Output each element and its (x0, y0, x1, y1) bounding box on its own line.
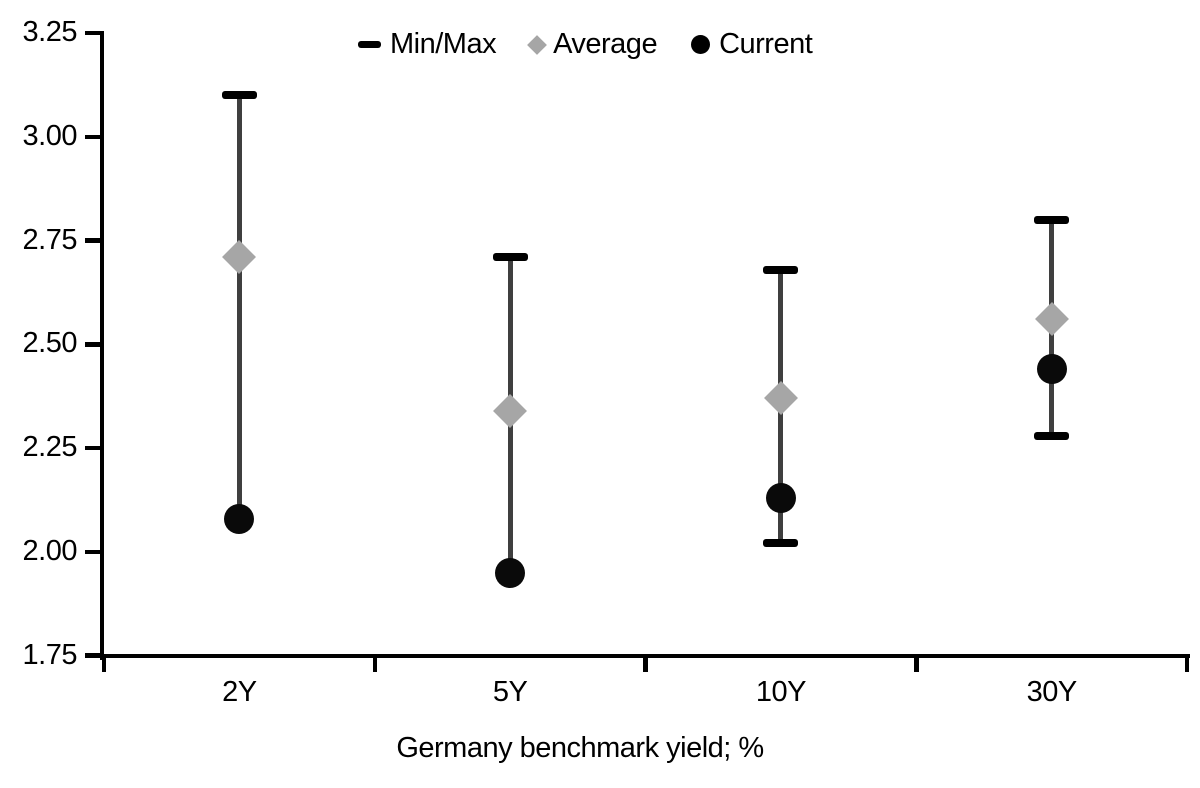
current-marker-30Y (1036, 354, 1067, 385)
x-category-label-2Y: 2Y (222, 676, 257, 708)
legend-label-average: Average (553, 28, 658, 60)
x-tick (1184, 657, 1190, 672)
average-marker-10Y (763, 381, 798, 416)
y-tick (85, 238, 100, 243)
x-tick (914, 657, 919, 672)
whisker-2Y (236, 95, 242, 519)
y-tick (85, 30, 100, 36)
min-cap-30Y (1034, 431, 1070, 440)
x-category-label-10Y: 10Y (755, 676, 807, 708)
y-tick-label: 2.50 (22, 327, 78, 360)
y-tick (85, 134, 100, 139)
current-marker-2Y (224, 503, 255, 534)
average-marker-30Y (1034, 302, 1069, 337)
y-tick (85, 342, 100, 347)
minmax-dash-icon (358, 41, 381, 48)
average-marker-2Y (222, 240, 257, 275)
legend-item-current: Current (691, 28, 813, 61)
current-circle-icon (691, 35, 711, 54)
y-tick (85, 445, 100, 451)
average-marker-5Y (493, 393, 528, 428)
x-tick (643, 657, 648, 672)
y-tick-label: 3.00 (22, 119, 78, 152)
y-tick-label: 2.00 (22, 534, 78, 567)
legend-label-current: Current (719, 28, 813, 60)
current-marker-5Y (495, 557, 526, 588)
legend-label-minmax: Min/Max (390, 28, 497, 60)
y-tick-label: 2.75 (22, 223, 78, 256)
x-category-label-30Y: 30Y (1026, 676, 1078, 708)
x-axis-title: Germany benchmark yield; % (396, 732, 764, 764)
x-category-label-5Y: 5Y (492, 676, 528, 708)
y-tick (85, 549, 100, 554)
current-marker-10Y (765, 482, 796, 513)
max-cap-30Y (1034, 215, 1070, 224)
legend-item-average: Average (527, 28, 658, 61)
legend: Min/Max Average Current (358, 28, 813, 61)
y-tick (85, 653, 100, 658)
y-tick-label: 1.75 (22, 638, 78, 671)
y-tick-label: 3.25 (22, 16, 78, 48)
max-cap-10Y (763, 265, 799, 274)
x-axis-line (99, 653, 1190, 658)
min-cap-10Y (763, 539, 799, 548)
x-tick (372, 657, 377, 672)
y-tick-label: 2.25 (22, 431, 78, 463)
max-cap-2Y (221, 91, 257, 100)
max-cap-5Y (492, 253, 528, 262)
y-axis-line (99, 30, 104, 660)
x-tick (101, 657, 107, 672)
legend-item-minmax: Min/Max (358, 28, 497, 61)
